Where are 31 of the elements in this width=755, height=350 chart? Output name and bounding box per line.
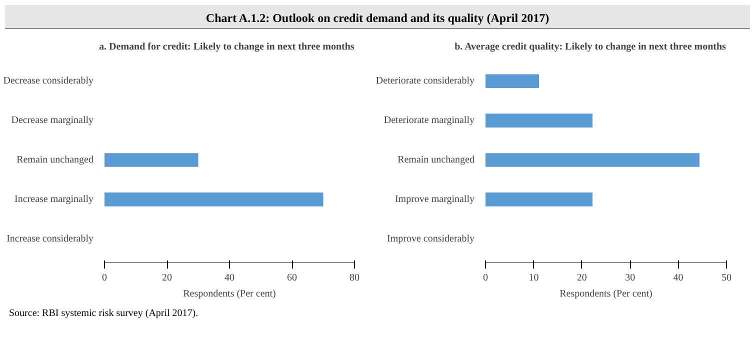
bar (486, 153, 700, 167)
x-tick-label: 40 (224, 272, 234, 284)
y-tick-label: Increase considerably (6, 233, 94, 244)
x-axis-title: Respondents (Per cent) (560, 288, 652, 300)
x-tick-label: 20 (576, 272, 587, 284)
bar (486, 74, 539, 88)
x-axis-title: Respondents (Per cent) (183, 288, 276, 300)
chart-subtitle: b. Average credit quality: Likely to change in next three months (454, 42, 726, 52)
y-tick-label: Improve considerably (387, 233, 475, 244)
y-tick-label: Decrease considerably (3, 76, 94, 87)
y-tick-label: Improve marginally (394, 194, 475, 205)
x-tick-label: 50 (722, 272, 732, 284)
y-tick-label: Remain unchanged (398, 154, 475, 166)
chart-subtitle: a. Demand for credit: Likely to change in next three months (99, 42, 354, 52)
y-tick-label: Remain unchanged (16, 154, 94, 166)
x-tick-label: 80 (350, 272, 360, 284)
x-tick-label: 0 (102, 272, 107, 284)
bar (486, 114, 593, 128)
x-tick-label: 0 (483, 272, 488, 284)
x-tick-label: 40 (673, 272, 684, 284)
source-note: Source: RBI systemic risk survey (April 2017). (9, 307, 198, 321)
y-tick-label: Increase marginally (14, 194, 94, 205)
y-tick-label: Deteriorate marginally (384, 115, 475, 126)
y-tick-label: Deteriorate considerably (376, 76, 475, 87)
chart-title: Chart A.1.2: Outlook on credit demand and its quality (April 2017) (206, 10, 550, 27)
x-tick-label: 10 (528, 272, 539, 284)
bar (486, 192, 593, 206)
y-tick-label: Decrease marginally (11, 115, 94, 126)
x-tick-label: 60 (287, 272, 297, 284)
x-tick-label: 30 (625, 272, 636, 284)
x-tick-label: 20 (162, 272, 172, 284)
